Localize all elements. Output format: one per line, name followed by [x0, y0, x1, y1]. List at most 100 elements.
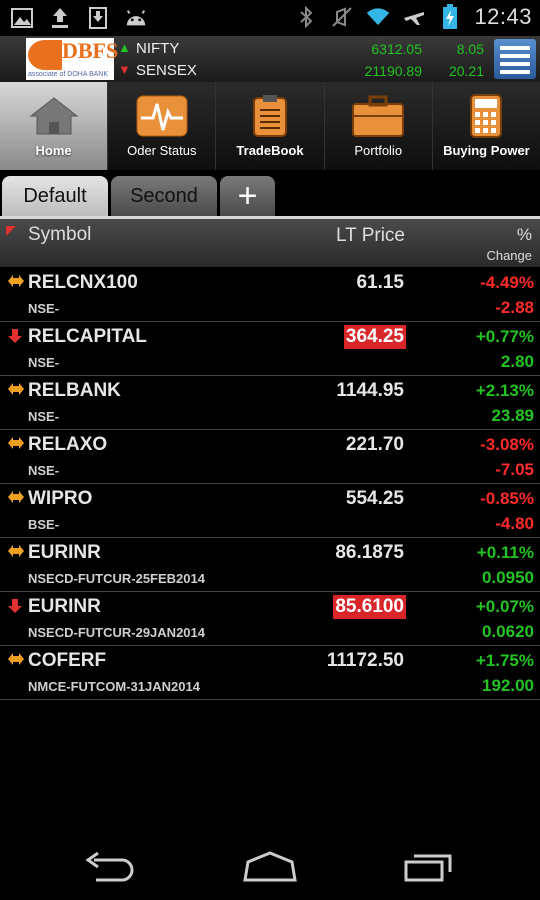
table-row[interactable]: RELCAPITAL NSE- 364.25 +0.77% 2.80	[0, 322, 540, 376]
watchlist: RELCNX100 NSE- 61.15 -4.49% -2.88 RELCAPITAL N…	[0, 268, 540, 700]
tab-default[interactable]: Default	[2, 176, 108, 216]
clock: 12:43	[474, 4, 532, 29]
row-symbol: COFERF	[28, 650, 107, 671]
row-percent-change: +0.77%	[475, 327, 534, 346]
back-icon[interactable]	[82, 850, 142, 884]
row-symbol: WIPRO	[28, 488, 93, 509]
main-toolbar: Home Oder Status TradeBook Portfolio Buy…	[0, 82, 540, 170]
row-percent-change: +1.75%	[475, 651, 534, 670]
row-exchange: NMCE-FUTCOM-31JAN2014	[28, 679, 200, 694]
row-exchange: NSE-	[28, 301, 60, 316]
recent-apps-icon[interactable]	[400, 850, 460, 884]
toolbar-buying-power-button[interactable]: Buying Power	[432, 82, 540, 170]
row-lt-price: 1144.95	[336, 380, 404, 401]
arrow-both-icon	[7, 382, 25, 400]
row-symbol: RELAXO	[28, 434, 108, 455]
calculator-icon	[459, 94, 513, 138]
arrow-down-icon	[7, 328, 23, 348]
clipboard-icon	[243, 94, 297, 138]
battery-charging-icon	[438, 4, 462, 29]
row-symbol: EURINR	[28, 542, 101, 563]
arrow-both-icon	[7, 544, 25, 562]
toolbar-portfolio-button[interactable]: Portfolio	[324, 82, 433, 170]
column-change[interactable]: Change	[486, 248, 532, 263]
pulse-icon	[135, 94, 189, 138]
row-percent-change: -0.85%	[480, 489, 534, 508]
row-percent-change: +2.13%	[475, 381, 534, 400]
column-percent[interactable]: %	[516, 225, 532, 244]
row-change: 192.00	[482, 676, 534, 695]
row-change: -4.80	[495, 514, 534, 533]
watchlist-tabs: Default Second +	[0, 172, 540, 219]
arrow-both-icon	[7, 490, 25, 508]
app-header: DBFS associate of DOHA BANK ▲ NIFTY 6312…	[0, 36, 540, 83]
index-nifty[interactable]: ▲ NIFTY 6312.05 8.05	[118, 40, 484, 57]
table-row[interactable]: EURINR NSECD-FUTCUR-25FEB2014 86.1875 +0.11…	[0, 538, 540, 592]
toolbar-order-status-button[interactable]: Oder Status	[108, 82, 217, 170]
briefcase-icon	[351, 94, 405, 138]
gallery-icon	[10, 6, 34, 30]
arrow-down-icon	[7, 598, 23, 618]
table-row[interactable]: RELCNX100 NSE- 61.15 -4.49% -2.88	[0, 268, 540, 322]
table-row[interactable]: WIPRO BSE- 554.25 -0.85% -4.80	[0, 484, 540, 538]
row-change: 0.0950	[482, 568, 534, 587]
bluetooth-icon	[294, 5, 318, 29]
row-symbol: EURINR	[28, 596, 101, 617]
index-sensex[interactable]: ▼ SENSEX 21190.89 20.21	[118, 62, 484, 79]
row-lt-price: 61.15	[356, 272, 404, 293]
row-symbol: RELCAPITAL	[28, 326, 147, 347]
arrow-both-icon	[7, 274, 25, 292]
row-lt-price: 364.25	[343, 325, 406, 349]
system-nav-bar	[0, 830, 540, 900]
row-symbol: RELCNX100	[28, 272, 138, 293]
row-lt-price: 85.6100	[333, 595, 406, 619]
row-lt-price: 554.25	[345, 488, 404, 509]
row-exchange: NSE-	[28, 409, 60, 424]
row-percent-change: -4.49%	[480, 273, 534, 292]
row-exchange: NSE-	[28, 355, 60, 370]
row-exchange: BSE-	[28, 517, 60, 532]
android-icon	[124, 6, 148, 30]
sort-flag-icon	[6, 226, 16, 236]
dbfs-logo: DBFS associate of DOHA BANK	[26, 38, 119, 80]
table-row[interactable]: RELAXO NSE- 221.70 -3.08% -7.05	[0, 430, 540, 484]
row-lt-price: 11172.50	[326, 650, 404, 671]
column-header: Symbol LT Price % Change	[0, 219, 540, 267]
row-change: -7.05	[495, 460, 534, 479]
row-lt-price: 221.70	[345, 434, 404, 455]
home-icon	[27, 94, 81, 138]
row-change: 23.89	[491, 406, 534, 425]
home-nav-icon[interactable]	[240, 850, 300, 884]
column-symbol[interactable]: Symbol	[28, 224, 92, 245]
column-lt-price[interactable]: LT Price	[336, 225, 405, 246]
menu-list-button[interactable]	[494, 39, 536, 79]
arrow-both-icon	[7, 652, 25, 670]
mute-icon	[330, 5, 354, 29]
arrow-both-icon	[7, 436, 25, 454]
row-percent-change: -3.08%	[480, 435, 534, 454]
toolbar-home-button[interactable]: Home	[0, 82, 109, 170]
row-exchange: NSECD-FUTCUR-25FEB2014	[28, 571, 205, 586]
toolbar-tradebook-button[interactable]: TradeBook	[216, 82, 325, 170]
row-lt-price: 86.1875	[335, 542, 404, 563]
wifi-icon	[366, 5, 390, 29]
add-tab-button[interactable]: +	[220, 176, 275, 216]
row-change: 0.0620	[482, 622, 534, 641]
airplane-icon	[402, 5, 426, 29]
download-icon	[86, 6, 110, 30]
row-change: -2.88	[495, 298, 534, 317]
row-symbol: RELBANK	[28, 380, 121, 401]
table-row[interactable]: RELBANK NSE- 1144.95 +2.13% 23.89	[0, 376, 540, 430]
row-exchange: NSE-	[28, 463, 60, 478]
row-change: 2.80	[500, 352, 534, 371]
row-percent-change: +0.07%	[475, 597, 534, 616]
tab-second[interactable]: Second	[111, 176, 217, 216]
table-row[interactable]: COFERF NMCE-FUTCOM-31JAN2014 11172.50 +1.75…	[0, 646, 540, 700]
row-exchange: NSECD-FUTCUR-29JAN2014	[28, 625, 205, 640]
upload-icon	[48, 6, 72, 30]
arrow-down-icon: ▼	[118, 62, 131, 77]
arrow-up-icon: ▲	[118, 40, 131, 55]
row-percent-change: +0.11%	[476, 543, 534, 562]
status-bar: 12:43	[0, 0, 540, 36]
table-row[interactable]: EURINR NSECD-FUTCUR-29JAN2014 85.6100 +0.07…	[0, 592, 540, 646]
